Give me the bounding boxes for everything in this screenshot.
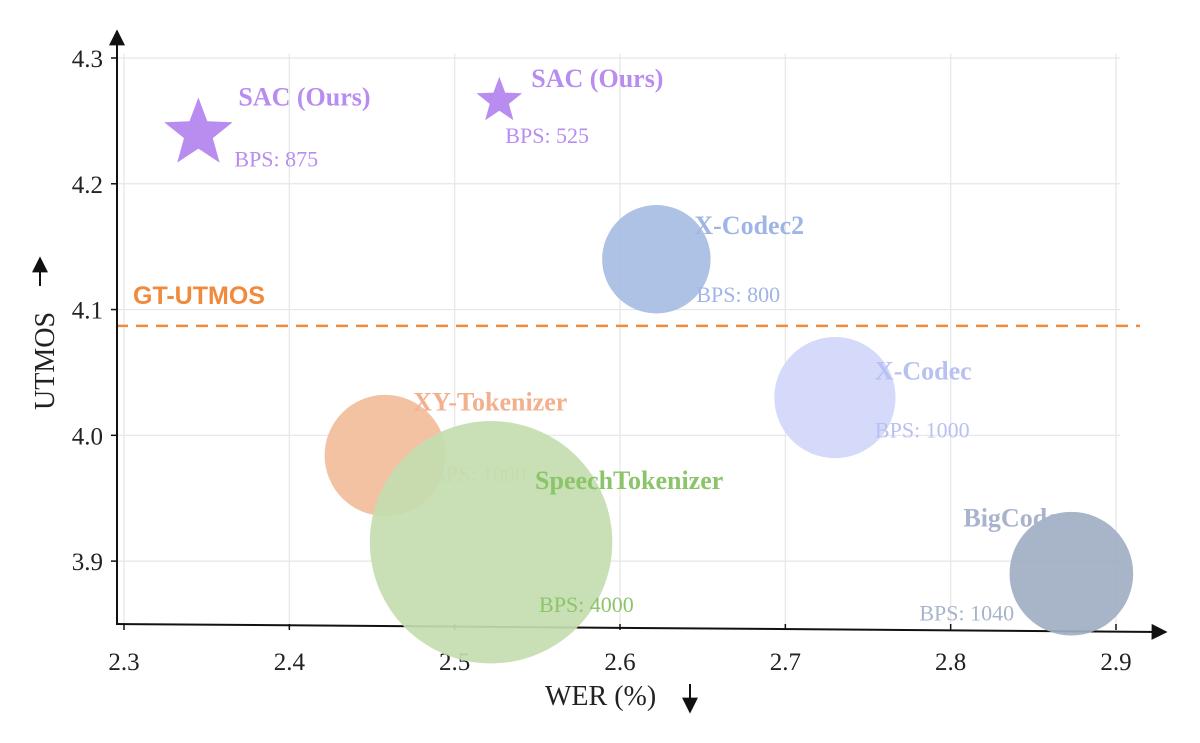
point-name-label: BigCodec	[963, 504, 1070, 533]
point-group: X-Codec2 BPS: 800	[602, 205, 804, 314]
star-marker	[476, 76, 523, 121]
gt-utmos-reference: GT-UTMOS	[116, 282, 1140, 328]
star-marker	[164, 97, 233, 163]
point-bps-label: BPS: 1040	[919, 601, 1014, 626]
point-group: SAC (Ours) BPS: 875	[164, 82, 371, 171]
y-axis-title-group: UTMOS	[30, 256, 61, 410]
grid	[118, 54, 1120, 624]
point-bps-label: BPS: 875	[234, 146, 318, 171]
bubble-marker	[602, 205, 711, 314]
axes	[109, 29, 1168, 640]
point-name-label: XY-Tokenizer	[413, 387, 567, 416]
y-tick-label: 4.2	[72, 172, 103, 199]
y-axis-title: UTMOS	[30, 312, 61, 410]
point-group: SAC (Ours) BPS: 525	[476, 64, 663, 148]
bubble-marker	[774, 336, 896, 459]
point-bps-label: BPS: 4000	[539, 592, 634, 617]
point-bps-label: BPS: 525	[505, 123, 589, 148]
point-name-label: SAC (Ours)	[238, 82, 370, 111]
bubble-marker	[1009, 511, 1134, 636]
x-tick-label: 2.6	[604, 649, 635, 676]
point-bps-label: BPS: 1000	[875, 418, 970, 443]
y-tick-label: 4.1	[72, 298, 103, 325]
point-name-label: SpeechTokenizer	[535, 466, 723, 495]
point-name-label: SAC (Ours)	[531, 64, 663, 93]
x-axis-line	[115, 623, 1168, 640]
x-tick-label: 2.3	[108, 649, 139, 676]
gt-utmos-label: GT-UTMOS	[133, 282, 265, 310]
x-axis-title-group: WER (%)	[545, 681, 698, 714]
point-group: BigCodec BPS: 1040	[919, 504, 1134, 636]
point-group: X-Codec BPS: 1000	[774, 336, 972, 459]
x-tick-label: 2.9	[1100, 649, 1131, 676]
x-tick-label: 2.8	[935, 649, 966, 676]
point-name-label: X-Codec2	[694, 211, 804, 240]
data-points: SAC (Ours) BPS: 875 SAC (Ours) BPS: 525 X-Co…	[164, 64, 1134, 664]
point-name-label: X-Codec	[875, 357, 972, 386]
x-tick-label: 2.4	[274, 649, 306, 676]
y-tick-label: 4.3	[72, 46, 103, 73]
y-tick-label: 4.0	[72, 423, 103, 450]
point-group: SpeechTokenizer BPS: 4000	[369, 421, 723, 664]
y-tick-label: 3.9	[72, 549, 103, 576]
x-axis-title: WER (%)	[545, 681, 656, 712]
point-bps-label: BPS: 800	[696, 282, 780, 307]
bubble-marker	[369, 421, 613, 664]
x-tick-label: 2.7	[770, 649, 801, 676]
